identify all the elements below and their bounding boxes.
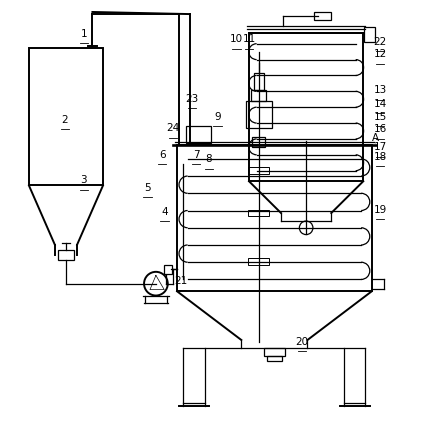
Text: 23: 23 bbox=[185, 94, 198, 104]
Bar bbox=[58, 250, 74, 260]
Text: 12: 12 bbox=[373, 49, 387, 59]
Text: 8: 8 bbox=[206, 154, 212, 164]
Bar bbox=[264, 348, 285, 356]
Text: 16: 16 bbox=[373, 124, 387, 134]
Text: 4: 4 bbox=[161, 207, 168, 217]
Text: 2: 2 bbox=[62, 115, 68, 125]
Bar bbox=[364, 27, 375, 42]
Bar bbox=[253, 137, 265, 147]
Bar bbox=[314, 12, 331, 20]
Bar bbox=[246, 101, 272, 128]
Bar bbox=[29, 48, 103, 185]
Text: 1: 1 bbox=[81, 29, 87, 39]
Bar bbox=[186, 126, 211, 143]
Bar bbox=[267, 356, 282, 361]
Text: 10: 10 bbox=[230, 35, 243, 44]
Bar bbox=[248, 167, 269, 174]
Text: 3: 3 bbox=[81, 176, 87, 185]
Bar bbox=[177, 145, 372, 291]
Text: 20: 20 bbox=[295, 337, 308, 347]
Text: 11: 11 bbox=[242, 35, 256, 44]
Bar bbox=[164, 265, 172, 273]
Text: 22: 22 bbox=[373, 37, 387, 46]
Text: 5: 5 bbox=[144, 183, 151, 193]
Text: 18: 18 bbox=[373, 152, 387, 162]
Bar bbox=[248, 210, 269, 216]
Bar bbox=[254, 73, 264, 90]
Text: 6: 6 bbox=[159, 150, 166, 160]
Text: 15: 15 bbox=[373, 112, 387, 121]
Text: 14: 14 bbox=[373, 99, 387, 109]
Bar bbox=[248, 258, 269, 265]
Text: 24: 24 bbox=[166, 124, 179, 133]
Text: 17: 17 bbox=[373, 142, 387, 153]
Text: A: A bbox=[373, 132, 380, 143]
Text: 13: 13 bbox=[373, 85, 387, 95]
Text: 7: 7 bbox=[193, 150, 199, 160]
Text: 9: 9 bbox=[214, 112, 221, 121]
Bar bbox=[249, 33, 363, 181]
Text: 19: 19 bbox=[373, 204, 387, 215]
Bar bbox=[251, 90, 266, 101]
Text: 21: 21 bbox=[175, 276, 188, 286]
